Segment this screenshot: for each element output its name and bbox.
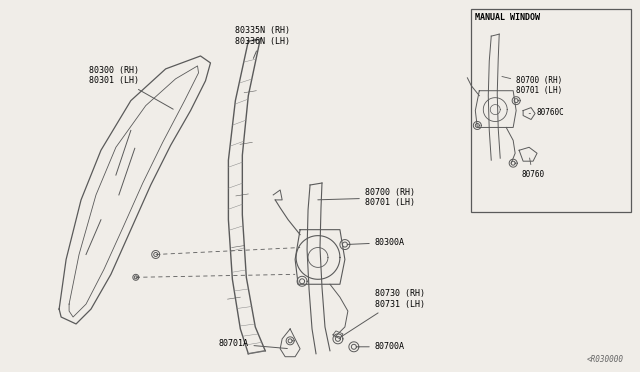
Polygon shape: [286, 337, 294, 345]
Text: 80700 (RH)
80701 (LH): 80700 (RH) 80701 (LH): [318, 188, 415, 207]
Text: 80335N (RH)
80336N (LH): 80335N (RH) 80336N (LH): [236, 26, 291, 58]
Polygon shape: [509, 159, 517, 167]
Text: 80760C: 80760C: [529, 108, 564, 116]
Text: 80701A: 80701A: [218, 339, 287, 349]
Polygon shape: [483, 98, 507, 122]
Polygon shape: [296, 235, 340, 279]
Polygon shape: [152, 250, 160, 259]
Text: 80300 (RH)
80301 (LH): 80300 (RH) 80301 (LH): [89, 66, 173, 109]
Text: 80700A: 80700A: [356, 342, 404, 351]
Text: 80700 (RH)
80701 (LH): 80700 (RH) 80701 (LH): [502, 76, 563, 95]
Text: 80300A: 80300A: [348, 238, 404, 247]
Polygon shape: [349, 342, 359, 352]
Polygon shape: [512, 97, 520, 105]
Polygon shape: [474, 122, 481, 129]
Text: 80730 (RH)
80731 (LH): 80730 (RH) 80731 (LH): [340, 289, 425, 337]
Polygon shape: [333, 334, 343, 344]
Polygon shape: [340, 240, 350, 250]
Polygon shape: [297, 276, 307, 286]
Text: <R030000: <R030000: [587, 355, 623, 364]
Text: MANUAL WINDOW: MANUAL WINDOW: [476, 13, 540, 22]
Polygon shape: [133, 274, 139, 280]
Text: 80760: 80760: [521, 158, 544, 179]
Bar: [471, 9, 630, 212]
